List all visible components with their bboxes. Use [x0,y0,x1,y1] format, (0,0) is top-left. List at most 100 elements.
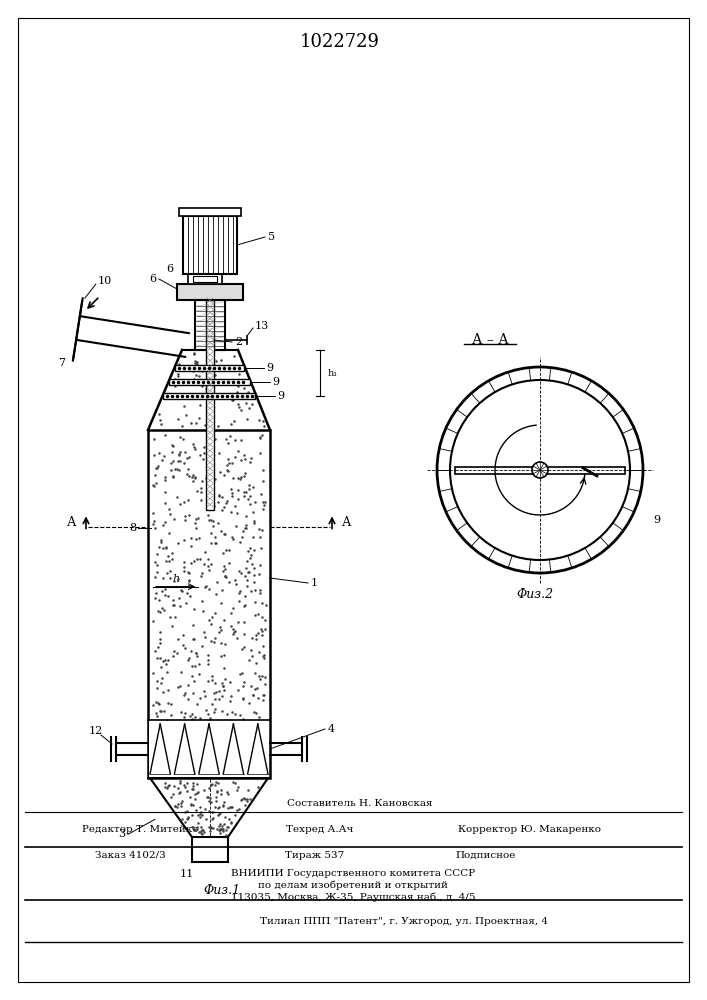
Point [196,819,207,835]
Point [228,621,239,637]
Point [221,747,232,763]
Point [156,659,167,675]
Point [194,447,206,463]
Point [234,366,245,382]
Text: А – А: А – А [472,333,508,347]
Point [194,690,205,706]
Point [173,571,184,587]
Point [175,798,186,814]
Point [214,683,225,699]
Point [210,684,221,700]
Point [179,804,190,820]
Point [175,718,186,734]
Point [215,825,226,841]
Point [183,572,194,588]
Point [257,473,268,489]
Point [213,822,224,838]
Point [177,431,189,447]
Point [187,473,199,489]
Point [222,451,233,467]
Point [250,681,261,697]
Point [240,395,252,411]
Point [199,556,210,572]
Point [187,685,199,701]
Point [196,373,207,389]
Point [232,758,243,774]
Point [236,641,247,657]
Point [165,696,177,712]
Point [226,481,237,497]
Point [161,664,173,680]
Point [187,658,198,674]
Point [157,755,168,771]
Point [182,450,193,466]
Point [191,483,202,499]
Bar [149,721,269,777]
Point [202,706,214,722]
Point [223,786,234,802]
Point [161,743,173,759]
Point [209,431,220,447]
Point [160,539,172,555]
Point [228,348,240,364]
Point [155,532,166,548]
Point [185,588,196,604]
Point [226,455,238,471]
Point [204,366,216,382]
Point [206,525,217,541]
Point [235,792,247,808]
Point [187,711,198,727]
Point [173,535,184,551]
Point [253,412,264,428]
Point [204,713,215,729]
Point [195,825,206,841]
Point [228,413,239,429]
Point [200,811,211,827]
Point [182,652,194,668]
Point [218,731,230,747]
Point [214,488,225,504]
Point [226,814,237,830]
Point [202,507,214,523]
Point [209,799,221,815]
Point [174,496,185,512]
Point [154,604,165,620]
Point [212,494,223,510]
Point [214,818,225,834]
Point [216,635,227,651]
Bar [175,365,244,371]
Point [163,682,174,698]
Point [226,504,237,520]
Point [189,441,201,457]
Point [222,784,233,800]
Point [188,714,199,730]
Point [226,529,238,545]
Point [213,624,224,640]
Text: Тираж 537: Тираж 537 [285,851,344,860]
Point [195,568,206,584]
Point [248,704,259,720]
Point [204,469,215,485]
Point [202,652,214,668]
Point [200,629,211,645]
Point [221,493,233,509]
Point [183,565,194,581]
Point [183,577,194,593]
Point [239,597,250,613]
Point [230,576,242,592]
Point [147,697,158,713]
Point [209,498,220,514]
Point [250,582,261,598]
Point [259,676,270,692]
Point [164,609,175,625]
Point [164,725,175,741]
Point [223,574,234,590]
Point [206,535,217,551]
Point [234,727,245,743]
Point [169,461,180,477]
Point [213,800,224,816]
Point [242,578,253,594]
Point [178,455,189,471]
Point [191,354,202,370]
Point [151,475,162,491]
